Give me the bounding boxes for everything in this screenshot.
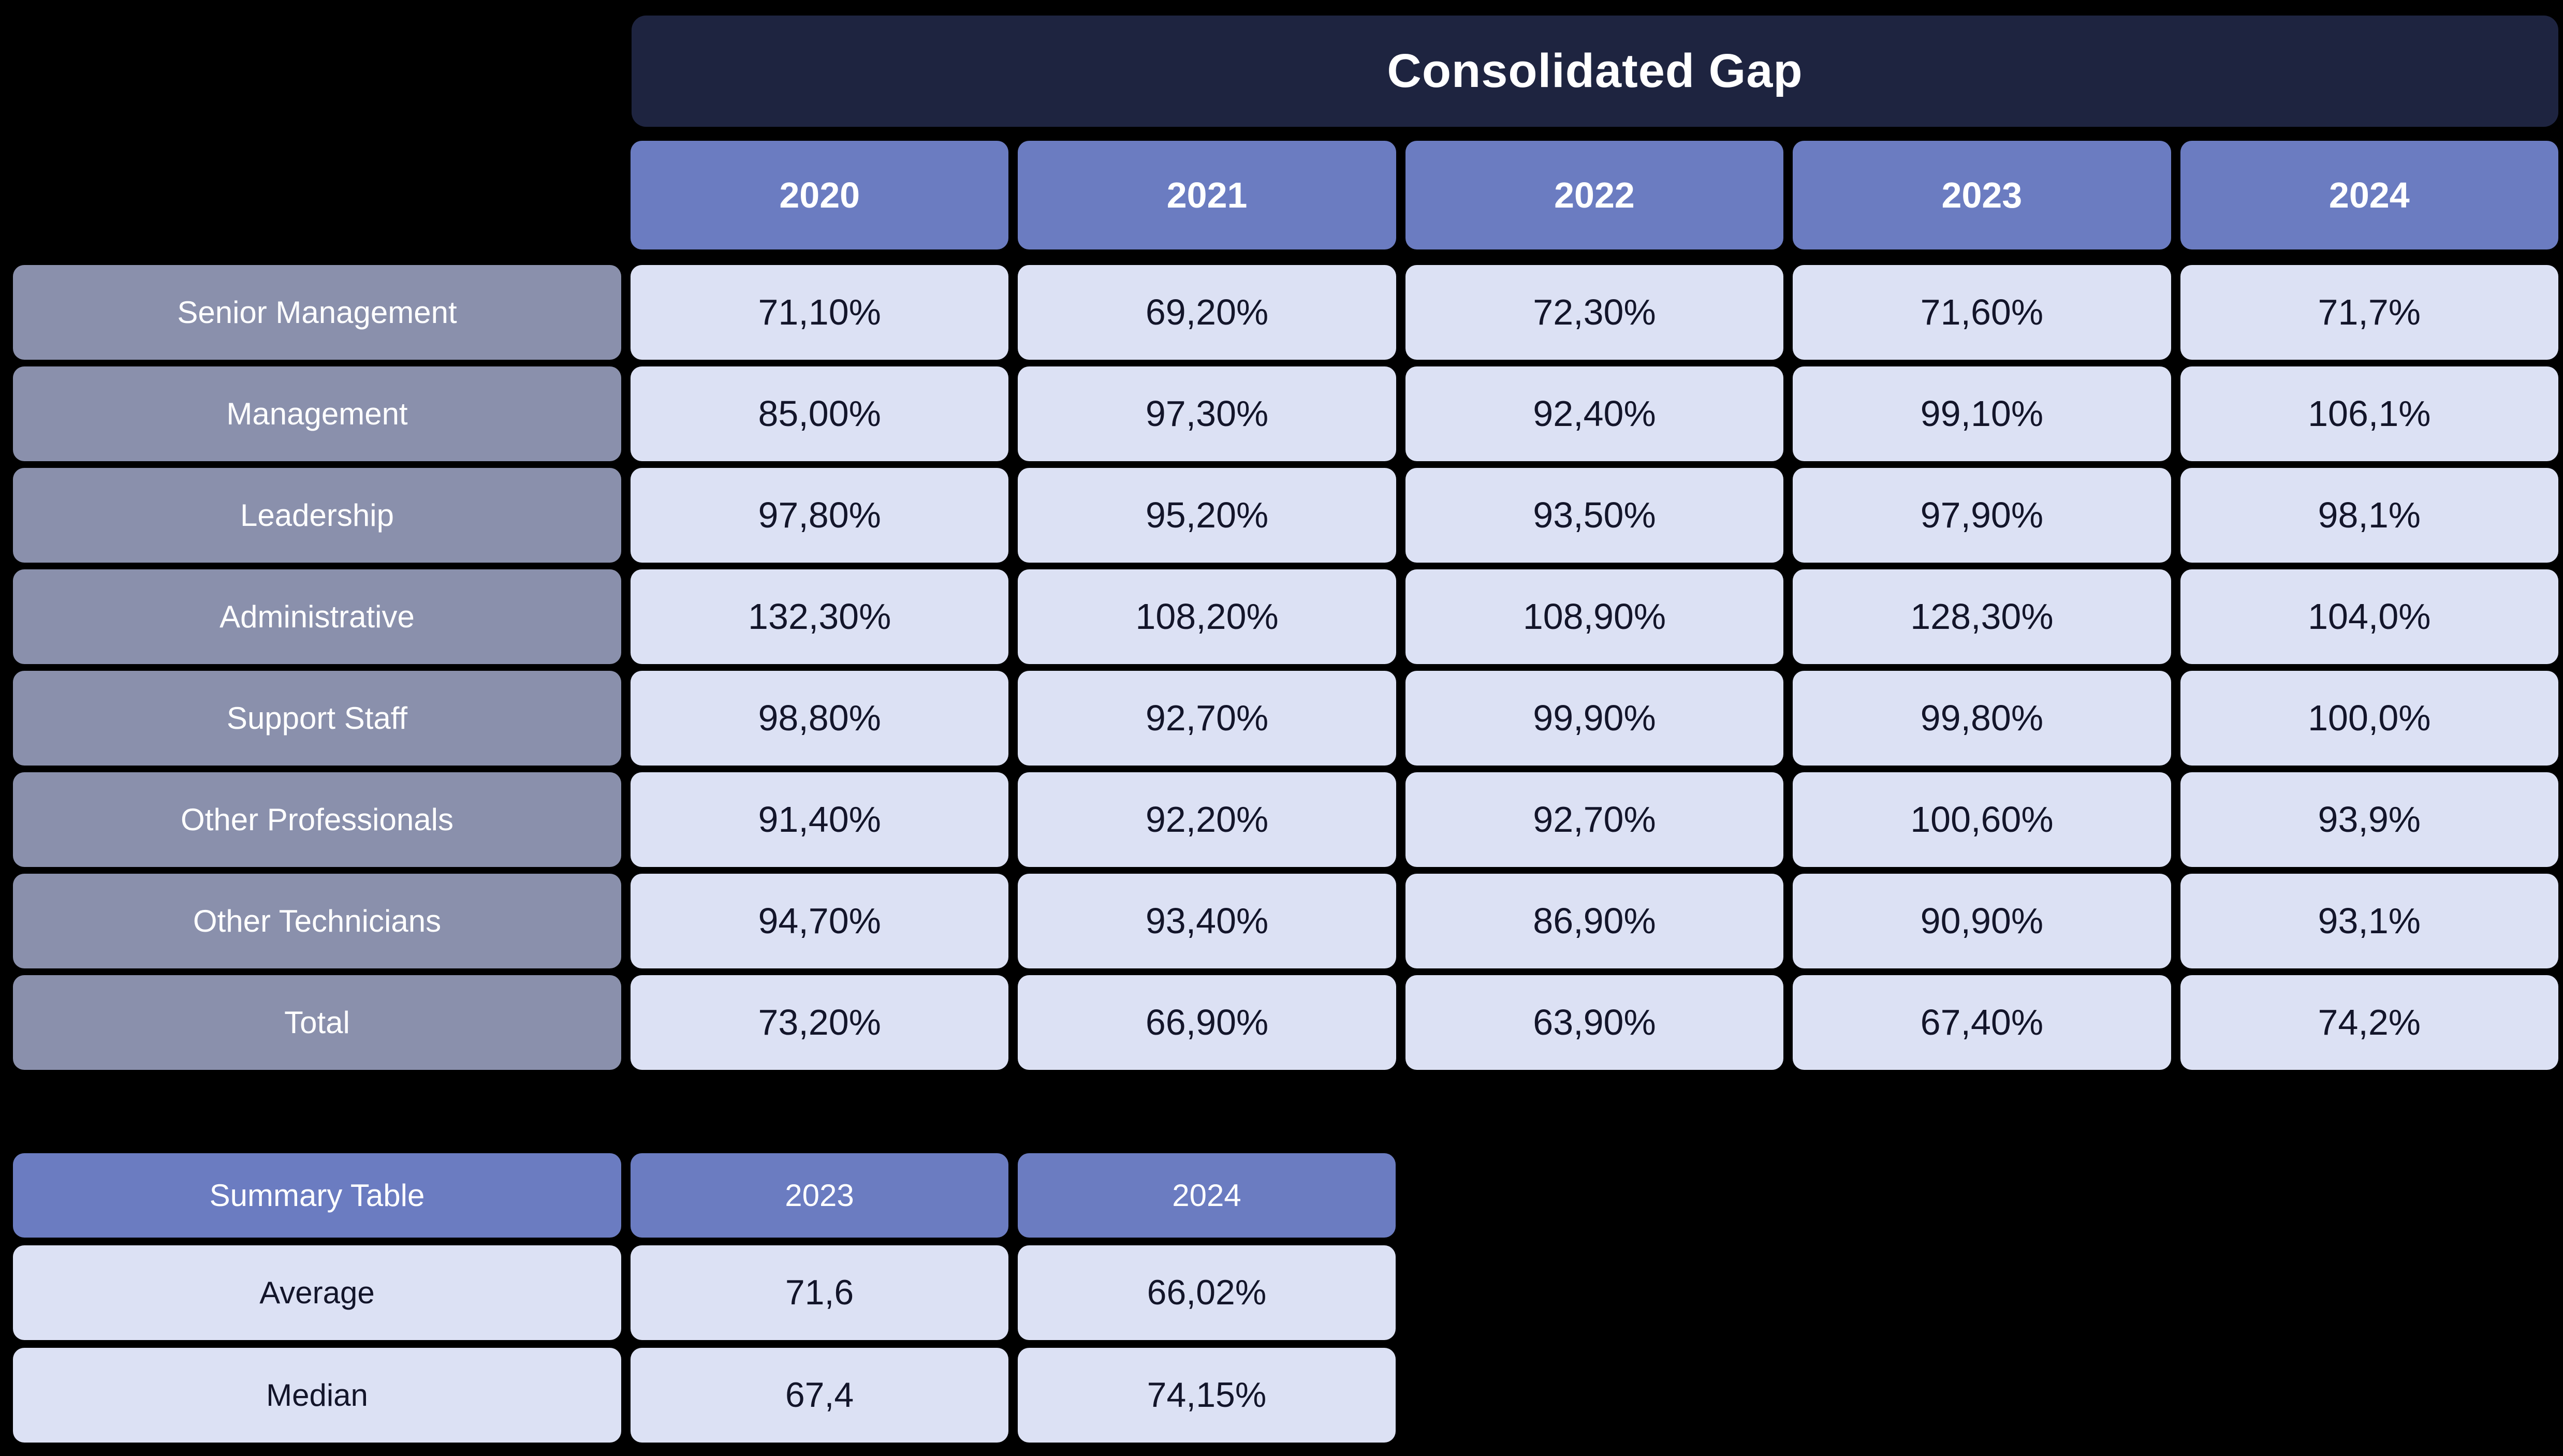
- cell-support-staff-2024: 100,0%: [2180, 671, 2558, 766]
- cell-total-2024: 74,2%: [2180, 975, 2558, 1070]
- cell-leadership-2021: 95,20%: [1018, 468, 1396, 563]
- cell-other-technicians-2022: 86,90%: [1405, 874, 1784, 968]
- row-label-total: Total: [13, 975, 621, 1070]
- year-header-2023: 2023: [1793, 141, 2171, 249]
- cell-management-2024: 106,1%: [2180, 366, 2558, 461]
- cell-leadership-2023: 97,90%: [1793, 468, 2171, 563]
- cell-support-staff-2020: 98,80%: [631, 671, 1009, 766]
- summary-table-title: Summary Table: [13, 1153, 621, 1238]
- row-label-administrative: Administrative: [13, 569, 621, 664]
- summary-year-header-2024: 2024: [1018, 1153, 1396, 1238]
- cell-senior-management-2022: 72,30%: [1405, 265, 1784, 360]
- cell-administrative-2021: 108,20%: [1018, 569, 1396, 664]
- cell-other-professionals-2023: 100,60%: [1793, 772, 2171, 867]
- cell-support-staff-2023: 99,80%: [1793, 671, 2171, 766]
- cell-other-technicians-2020: 94,70%: [631, 874, 1009, 968]
- cell-senior-management-2023: 71,60%: [1793, 265, 2171, 360]
- row-label-other-professionals: Other Professionals: [13, 772, 621, 867]
- row-label-leadership: Leadership: [13, 468, 621, 563]
- cell-other-professionals-2024: 93,9%: [2180, 772, 2558, 867]
- row-label-senior-management: Senior Management: [13, 265, 621, 360]
- main-table: Senior Management 71,10% 69,20% 72,30% 7…: [13, 265, 2558, 1070]
- title-bar: Consolidated Gap: [632, 16, 2558, 127]
- cell-senior-management-2020: 71,10%: [631, 265, 1009, 360]
- cell-support-staff-2022: 99,90%: [1405, 671, 1784, 766]
- summary-row-label-average: Average: [13, 1245, 621, 1340]
- cell-administrative-2024: 104,0%: [2180, 569, 2558, 664]
- year-header-row: 2020 2021 2022 2023 2024: [13, 141, 2558, 249]
- row-label-management: Management: [13, 366, 621, 461]
- cell-administrative-2023: 128,30%: [1793, 569, 2171, 664]
- summary-table: Summary Table 2023 2024 Average 71,6 66,…: [13, 1153, 1396, 1443]
- cell-other-professionals-2022: 92,70%: [1405, 772, 1784, 867]
- cell-total-2023: 67,40%: [1793, 975, 2171, 1070]
- cell-leadership-2022: 93,50%: [1405, 468, 1784, 563]
- row-label-support-staff: Support Staff: [13, 671, 621, 766]
- cell-administrative-2022: 108,90%: [1405, 569, 1784, 664]
- cell-total-2021: 66,90%: [1018, 975, 1396, 1070]
- cell-other-technicians-2021: 93,40%: [1018, 874, 1396, 968]
- cell-administrative-2020: 132,30%: [631, 569, 1009, 664]
- cell-leadership-2020: 97,80%: [631, 468, 1009, 563]
- cell-other-technicians-2023: 90,90%: [1793, 874, 2171, 968]
- cell-management-2021: 97,30%: [1018, 366, 1396, 461]
- cell-leadership-2024: 98,1%: [2180, 468, 2558, 563]
- summary-cell-average-2023: 71,6: [631, 1245, 1008, 1340]
- summary-cell-average-2024: 66,02%: [1018, 1245, 1396, 1340]
- cell-senior-management-2021: 69,20%: [1018, 265, 1396, 360]
- summary-cell-median-2024: 74,15%: [1018, 1348, 1396, 1443]
- summary-row-label-median: Median: [13, 1348, 621, 1443]
- cell-total-2022: 63,90%: [1405, 975, 1784, 1070]
- corner-spacer: [13, 141, 621, 249]
- cell-management-2022: 92,40%: [1405, 366, 1784, 461]
- year-header-2024: 2024: [2180, 141, 2558, 249]
- cell-total-2020: 73,20%: [631, 975, 1009, 1070]
- cell-other-technicians-2024: 93,1%: [2180, 874, 2558, 968]
- year-header-2020: 2020: [631, 141, 1009, 249]
- page-title: Consolidated Gap: [1387, 45, 1803, 97]
- cell-other-professionals-2020: 91,40%: [631, 772, 1009, 867]
- summary-year-header-2023: 2023: [631, 1153, 1008, 1238]
- year-header-2022: 2022: [1405, 141, 1784, 249]
- cell-management-2023: 99,10%: [1793, 366, 2171, 461]
- cell-management-2020: 85,00%: [631, 366, 1009, 461]
- cell-support-staff-2021: 92,70%: [1018, 671, 1396, 766]
- row-label-other-technicians: Other Technicians: [13, 874, 621, 968]
- summary-cell-median-2023: 67,4: [631, 1348, 1008, 1443]
- cell-senior-management-2024: 71,7%: [2180, 265, 2558, 360]
- cell-other-professionals-2021: 92,20%: [1018, 772, 1396, 867]
- year-header-2021: 2021: [1018, 141, 1396, 249]
